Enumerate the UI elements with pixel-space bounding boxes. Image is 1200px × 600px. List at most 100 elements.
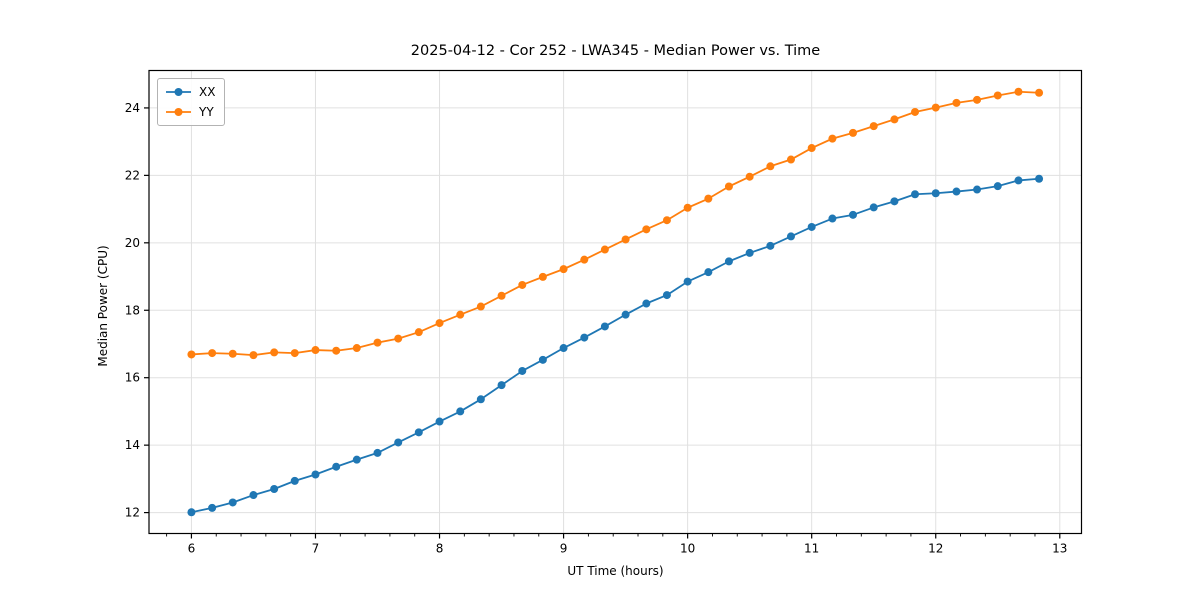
series-yy-marker bbox=[538, 272, 547, 281]
series-xx-marker bbox=[518, 366, 527, 375]
series-xx-marker bbox=[270, 484, 279, 493]
y-tick-label: 22 bbox=[125, 168, 140, 182]
x-tick-label: 9 bbox=[560, 542, 568, 556]
series-xx-marker bbox=[332, 462, 341, 471]
x-tick-label: 11 bbox=[804, 542, 819, 556]
series-xx-marker bbox=[373, 448, 382, 457]
x-tick-label: 7 bbox=[312, 542, 320, 556]
x-axis-label: UT Time (hours) bbox=[567, 564, 664, 578]
series-yy-marker bbox=[497, 291, 506, 300]
series-yy-marker bbox=[332, 346, 341, 355]
series-yy-marker bbox=[807, 144, 816, 153]
series-yy-marker bbox=[683, 203, 692, 212]
series-xx-marker bbox=[952, 187, 961, 196]
series-yy-marker bbox=[786, 155, 795, 164]
series-xx-marker bbox=[1035, 174, 1044, 183]
series-yy-marker bbox=[849, 128, 857, 137]
legend-label-xx: XX bbox=[199, 85, 216, 99]
legend-line-marker-icon bbox=[166, 108, 191, 116]
chart-title: 2025-04-12 - Cor 252 - LWA345 - Median P… bbox=[410, 43, 821, 59]
series-xx-marker bbox=[993, 182, 1002, 191]
series-yy-marker bbox=[456, 310, 465, 319]
series-xx-marker bbox=[559, 344, 568, 353]
series-yy-marker bbox=[476, 302, 485, 311]
series-xx-marker bbox=[187, 508, 196, 517]
y-tick-label: 24 bbox=[125, 101, 140, 115]
series-yy-marker bbox=[745, 172, 754, 181]
series-xx-marker bbox=[642, 299, 651, 308]
series-yy-marker bbox=[828, 134, 837, 143]
series-yy-marker bbox=[600, 245, 609, 254]
series-xx-marker bbox=[394, 438, 403, 447]
series-yy-marker bbox=[704, 194, 713, 203]
series-yy-marker bbox=[394, 334, 403, 343]
series-yy-marker bbox=[766, 162, 775, 171]
x-tick-label: 10 bbox=[680, 542, 695, 556]
series-xx-marker bbox=[414, 428, 423, 437]
series-xx-line bbox=[190, 177, 1040, 514]
series-yy-marker bbox=[952, 98, 961, 107]
x-tick-label: 12 bbox=[928, 542, 943, 556]
series-xx-marker bbox=[828, 214, 837, 223]
series-yy-marker bbox=[187, 350, 196, 359]
y-tick-label: 16 bbox=[125, 371, 140, 385]
series-xx-marker bbox=[290, 476, 299, 485]
series-yy-marker bbox=[249, 351, 258, 360]
legend-entry-xx: XX bbox=[166, 83, 215, 101]
series-yy-marker bbox=[931, 103, 940, 112]
series-xx-marker bbox=[745, 248, 754, 257]
series-xx-marker bbox=[807, 222, 816, 231]
series-yy-marker bbox=[621, 235, 630, 244]
x-tick-label: 13 bbox=[1052, 542, 1067, 556]
series-xx-marker bbox=[538, 355, 547, 364]
series-yy-marker bbox=[270, 348, 279, 357]
series-xx-marker bbox=[911, 190, 920, 199]
series-xx-marker bbox=[683, 277, 692, 286]
y-tick-label: 12 bbox=[125, 506, 140, 520]
series-yy-marker bbox=[869, 122, 878, 131]
series-yy-marker bbox=[911, 107, 920, 116]
series-yy-line bbox=[190, 90, 1040, 357]
series-yy-marker bbox=[642, 225, 651, 234]
series-xx-marker bbox=[869, 203, 878, 212]
series-xx-marker bbox=[766, 241, 775, 250]
axes-spines bbox=[148, 69, 1083, 535]
series-xx-marker bbox=[621, 310, 630, 319]
series-xx-marker bbox=[228, 498, 237, 507]
legend-line-marker-icon bbox=[166, 88, 191, 96]
series-xx-marker bbox=[600, 322, 609, 331]
series-yy-marker bbox=[724, 182, 733, 191]
series-xx-marker bbox=[497, 381, 506, 390]
series-xx-marker bbox=[890, 197, 899, 206]
series-yy-marker bbox=[1014, 87, 1023, 96]
series-yy-marker bbox=[973, 95, 982, 104]
series-yy-marker bbox=[414, 328, 423, 337]
series-yy-marker bbox=[435, 319, 444, 328]
y-tick-label: 18 bbox=[125, 303, 140, 317]
x-tick-label: 8 bbox=[436, 542, 444, 556]
y-tick-label: 14 bbox=[125, 438, 140, 452]
legend-entry-yy: YY bbox=[166, 103, 215, 121]
series-xx-marker bbox=[311, 470, 320, 479]
legend-label-yy: YY bbox=[199, 105, 214, 119]
series-xx-marker bbox=[580, 333, 589, 342]
series-yy-marker bbox=[559, 265, 568, 274]
series-yy-marker bbox=[1035, 88, 1044, 97]
series-xx-marker bbox=[208, 503, 217, 512]
y-axis-label: Median Power (CPU) bbox=[96, 245, 110, 367]
series-yy-marker bbox=[311, 346, 320, 355]
series-xx-marker bbox=[704, 268, 713, 277]
series-yy-marker bbox=[208, 349, 217, 358]
series-yy-marker bbox=[580, 255, 589, 264]
series-yy-marker bbox=[662, 216, 671, 225]
series-xx-marker bbox=[931, 189, 940, 198]
series-yy-marker bbox=[373, 338, 382, 347]
series-yy-marker bbox=[890, 115, 899, 124]
series-xx-marker bbox=[352, 455, 361, 464]
y-tick-label: 20 bbox=[125, 236, 140, 250]
series-yy-marker bbox=[228, 349, 237, 358]
series-xx-marker bbox=[724, 257, 733, 266]
series-xx-marker bbox=[476, 395, 485, 404]
series-xx-marker bbox=[973, 185, 982, 194]
x-tick-label: 6 bbox=[188, 542, 196, 556]
